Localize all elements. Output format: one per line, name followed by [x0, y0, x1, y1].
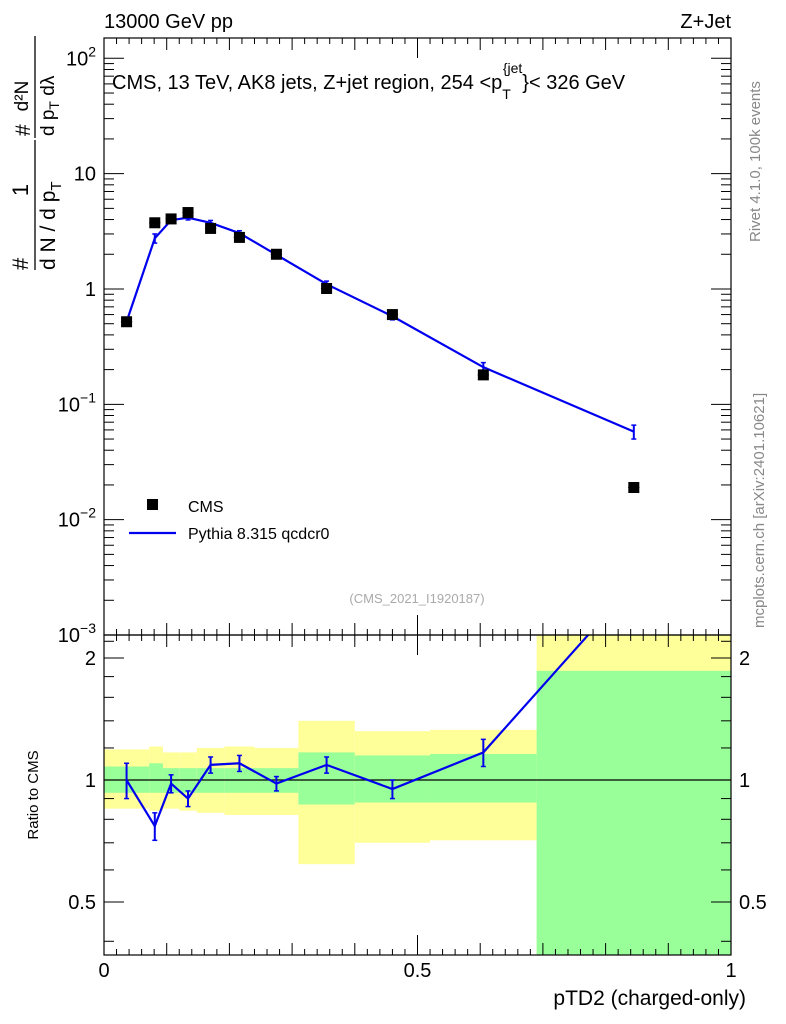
title-sub: T — [502, 86, 511, 102]
main-ytick-label-2: 10−1 — [58, 389, 96, 416]
ylabel-lam-den: d p — [38, 110, 59, 136]
ratio-panel-axes: 0.5 0.5 1 1 2 2 0 0.5 1 — [68, 635, 767, 982]
ylabel-hash2: # — [12, 124, 35, 136]
legend-pythia-label: Pythia 8.315 qcdcr0 — [188, 526, 330, 543]
ylabel-lam-den-tail: dλ — [38, 75, 59, 101]
main-ytick-label-4: 10 — [74, 164, 96, 186]
cms-point-2 — [165, 213, 177, 225]
ratio-uncertainty-bands — [104, 635, 731, 955]
title-main: CMS, 13 TeV, AK8 jets, Z+jet region, 254… — [112, 72, 502, 94]
legend-cms-label: CMS — [188, 499, 224, 516]
ratio-ytick-label-left-0: 0.5 — [68, 892, 96, 914]
main-ylabel: # 1 d N / d pT # d²N d pT dλ — [8, 36, 65, 270]
ratio-ytick-label-left-1: 1 — [85, 770, 96, 792]
header-left: 13000 GeV pp — [104, 11, 233, 33]
cms-point-7 — [321, 282, 333, 294]
title-tail: }< 326 GeV — [522, 72, 626, 94]
analysis-watermark: (CMS_2021_I1920187) — [349, 591, 484, 606]
ylabel-numerator: 1 — [8, 184, 33, 196]
main-panel-frame — [103, 37, 732, 636]
xlabel: pTD2 (charged-only) — [553, 987, 746, 1010]
ratio-ytick-label-right-1: 1 — [739, 770, 750, 792]
header-right: Z+Jet — [680, 11, 731, 33]
rivet-version-label: Rivet 4.1.0, 100k events — [747, 81, 764, 242]
ylabel-den-sub: T — [48, 181, 65, 190]
cms-point-3 — [182, 207, 194, 219]
ylabel-den: d N / d p — [37, 191, 60, 270]
cms-point-0 — [121, 316, 133, 328]
main-ytick-label-5: 102 — [66, 43, 96, 70]
main-panel-content — [120, 207, 640, 494]
ratio-panel-frame — [103, 634, 732, 956]
main-title: CMS, 13 TeV, AK8 jets, Z+jet region, 254… — [112, 60, 626, 102]
main-ytick-label-3: 1 — [85, 279, 96, 301]
cms-point-10 — [628, 482, 640, 494]
cms-point-5 — [233, 231, 245, 243]
title-sup: {jet — [503, 60, 523, 76]
ratio-ytick-label-right-2: 2 — [739, 648, 750, 670]
ratio-panel-content — [104, 635, 731, 842]
band-stat-10 — [536, 670, 731, 955]
mc-line — [125, 216, 635, 433]
ylabel-denominator: d N / d pT — [37, 181, 65, 270]
cms-point-6 — [270, 248, 282, 260]
main-ytick-label-0: 10−3 — [58, 620, 96, 647]
cms-point-9 — [477, 369, 489, 381]
cms-point-4 — [205, 222, 217, 234]
cms-point-1 — [149, 217, 161, 229]
ratio-ytick-label-left-2: 2 — [85, 648, 96, 670]
legend-cms-marker — [147, 499, 158, 510]
ratio-ylabel: Ratio to CMS — [25, 750, 42, 839]
ylabel-lambda-denominator: d pT dλ — [38, 75, 62, 136]
main-panel-axes: 10−3 10−2 10−1 1 10 102 — [58, 38, 732, 647]
band-stat-1 — [149, 763, 163, 793]
ylabel-hash1: # — [8, 257, 33, 270]
xtick-label-1: 0.5 — [404, 960, 432, 982]
xtick-label-2: 1 — [725, 960, 736, 982]
cms-point-8 — [386, 309, 398, 321]
main-ytick-label-1: 10−2 — [58, 505, 96, 532]
ylabel-lam-den-sub: T — [46, 101, 62, 110]
ylabel-lambda-numerator: d²N — [12, 81, 33, 112]
xtick-label-0: 0 — [98, 960, 109, 982]
ratio-ytick-label-right-0: 0.5 — [739, 892, 767, 914]
legend: CMS Pythia 8.315 qcdcr0 — [129, 499, 330, 543]
ratio-line — [125, 635, 590, 829]
mcplots-label: mcplots.cern.ch [arXiv:2401.10621] — [751, 393, 768, 628]
